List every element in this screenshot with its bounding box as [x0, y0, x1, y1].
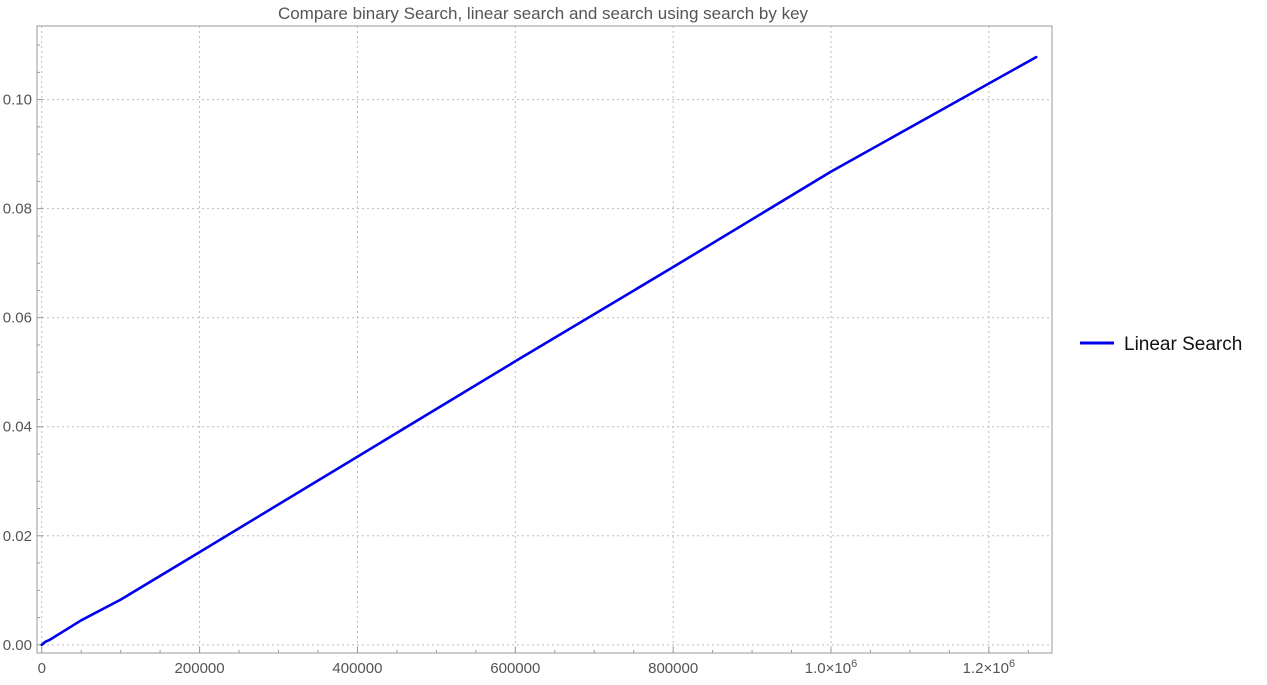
- tick-layer: 0 200000 400000 600000 800000 1.0×106 1.2×106 0…: [3, 44, 1029, 677]
- y-tick-label: 0.00: [3, 637, 32, 654]
- x-tick-label: 200000: [175, 660, 225, 677]
- y-tick-label: 0.02: [3, 528, 32, 545]
- x-tick-label: 1.2×106: [963, 658, 1015, 677]
- x-tick-exponent: 6: [1009, 658, 1015, 670]
- chart-title: Compare binary Search, linear search and…: [278, 4, 809, 23]
- series-line-1: [40, 55, 1038, 647]
- plot-frame: [36, 25, 1053, 654]
- legend: Linear Search: [1080, 334, 1242, 355]
- y-tick-label: 0.04: [3, 419, 32, 436]
- grid-layer: [37, 26, 1052, 653]
- series-layer: [40, 55, 1038, 647]
- x-tick-label: 1.0×106: [805, 658, 857, 677]
- x-tick-label: 400000: [332, 660, 382, 677]
- x-tick-label: 800000: [648, 660, 698, 677]
- x-tick-label: 600000: [490, 660, 540, 677]
- x-tick-exponent: 6: [851, 658, 857, 670]
- x-tick-label: 0: [38, 660, 46, 677]
- y-tick-label: 0.10: [3, 92, 32, 109]
- legend-label: Linear Search: [1124, 334, 1242, 355]
- y-tick-label: 0.08: [3, 201, 32, 218]
- y-tick-label: 0.06: [3, 310, 32, 327]
